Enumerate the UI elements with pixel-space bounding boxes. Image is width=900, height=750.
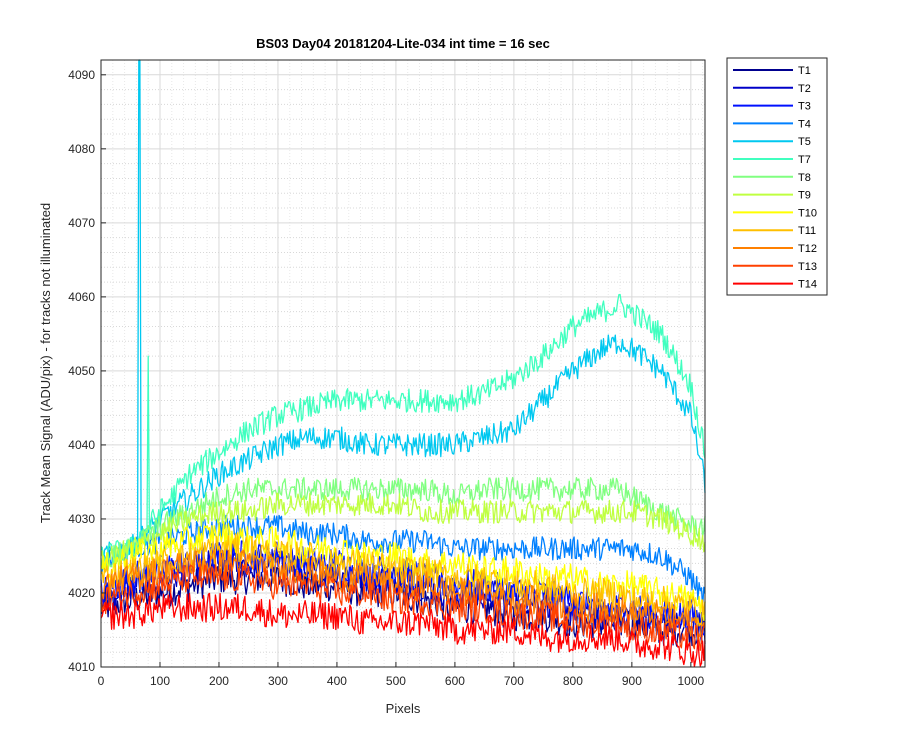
legend-label-t7: T7 [798, 154, 811, 166]
legend: T1 T2 T3 T4 T5 T7 T8 T9 T10 T11 T12 T13 T14 [726, 57, 828, 296]
y-tick-label: 4030 [68, 512, 95, 526]
x-tick-label: 0 [98, 674, 105, 688]
x-tick-label: 300 [268, 674, 288, 688]
legend-label-t3: T3 [798, 101, 811, 113]
y-axis-label: Track Mean Signal (ADU/pix) - for tracks… [38, 203, 53, 523]
series-line-t14 [100, 592, 706, 668]
y-tick-label: 4040 [68, 438, 95, 452]
x-tick-label: 1000 [677, 674, 704, 688]
legend-label-t5: T5 [798, 136, 811, 148]
x-tick-label: 900 [622, 674, 642, 688]
x-tick-label: 200 [209, 674, 229, 688]
x-tick-label: 600 [445, 674, 465, 688]
series-line-t7 [100, 293, 706, 564]
series-line-t11 [100, 533, 706, 627]
legend-label-t11: T11 [798, 225, 816, 237]
legend-label-t14: T14 [798, 279, 817, 291]
y-tick-label: 4010 [68, 660, 95, 674]
x-tick-label: 400 [327, 674, 347, 688]
legend-label-t13: T13 [798, 261, 817, 273]
chart-title: BS03 Day04 20181204-Lite-034 int time = … [256, 36, 550, 51]
plot-frame [100, 59, 706, 668]
y-tick-label: 4020 [68, 586, 95, 600]
y-tick-label: 4090 [68, 68, 95, 82]
y-tick-label: 4080 [68, 142, 95, 156]
y-tick-label: 4070 [68, 216, 95, 230]
major-grid [100, 60, 705, 668]
legend-label-t9: T9 [798, 190, 811, 202]
legend-label-t2: T2 [798, 83, 811, 95]
legend-label-t1: T1 [798, 65, 811, 77]
series-line-t10 [100, 520, 706, 622]
x-tick-label: 500 [386, 674, 406, 688]
x-tick-label: 800 [563, 674, 583, 688]
x-tick-label: 700 [504, 674, 524, 688]
x-axis-label: Pixels [386, 701, 421, 716]
series-line-t5 [100, 59, 706, 565]
legend-label-t8: T8 [798, 172, 811, 184]
series-layer [100, 59, 706, 668]
series-line-t13 [100, 563, 706, 651]
minor-grid [101, 60, 705, 667]
y-tick-label: 4060 [68, 290, 95, 304]
legend-label-t10: T10 [798, 207, 817, 219]
series-line-t12 [100, 549, 706, 642]
series-line-t9 [100, 492, 706, 572]
x-tick-label: 100 [150, 674, 170, 688]
x-axis: 0 100 200 300 400 500 600 700 800 900 1000 [98, 662, 705, 688]
series-line-t8 [100, 476, 706, 569]
legend-label-t4: T4 [798, 118, 811, 130]
legend-label-t12: T12 [798, 243, 817, 255]
y-axis: 4010 4020 4030 4040 4050 4060 4070 4080 4090 [68, 68, 106, 674]
y-tick-label: 4050 [68, 364, 95, 378]
